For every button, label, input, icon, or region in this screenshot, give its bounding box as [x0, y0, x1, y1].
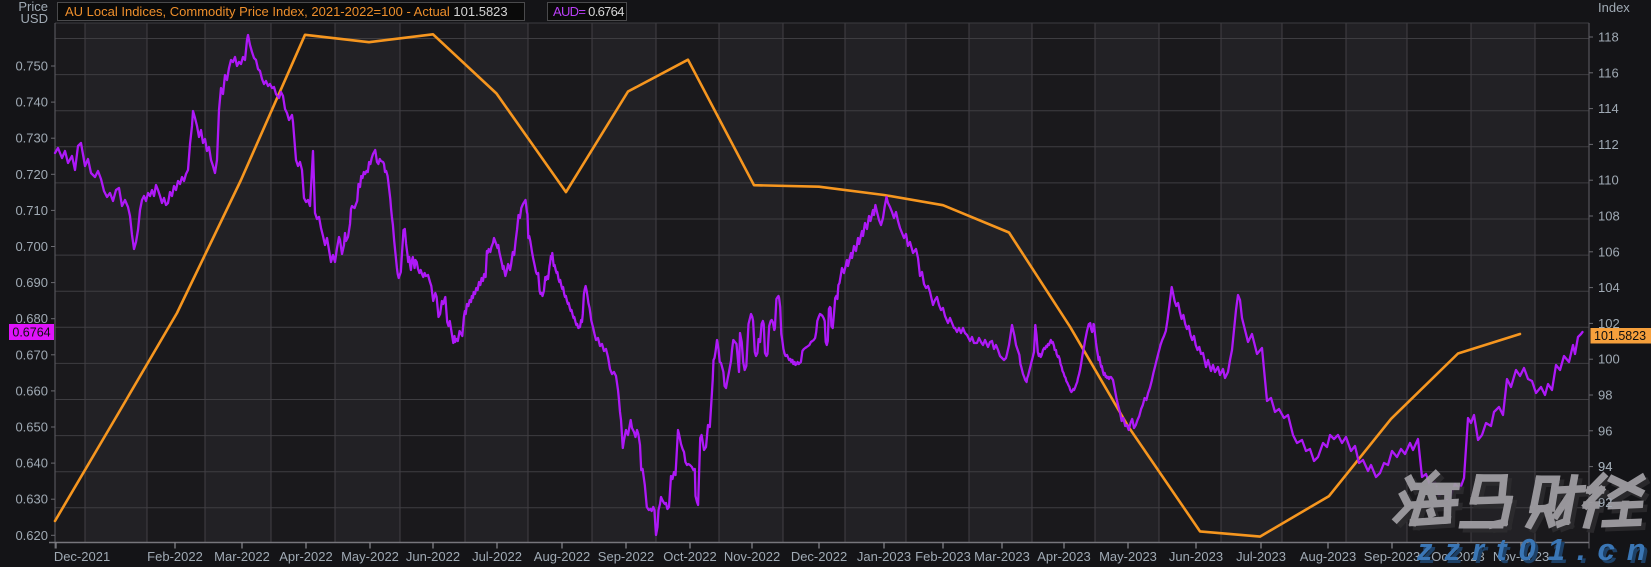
svg-text:Jun-2023: Jun-2023: [1169, 549, 1223, 564]
svg-text:0.660: 0.660: [15, 383, 48, 398]
svg-text:Aug-2022: Aug-2022: [534, 549, 590, 564]
svg-text:0.670: 0.670: [15, 347, 48, 362]
svg-text:0.6764: 0.6764: [12, 326, 50, 340]
svg-text:102: 102: [1598, 316, 1620, 331]
svg-text:Nov-2022: Nov-2022: [724, 549, 780, 564]
svg-text:Apr-2023: Apr-2023: [1037, 549, 1090, 564]
svg-text:116: 116: [1598, 65, 1619, 80]
svg-text:0.690: 0.690: [15, 275, 48, 290]
svg-text:112: 112: [1598, 137, 1619, 152]
svg-text:0.620: 0.620: [15, 528, 48, 543]
svg-text:Mar-2023: Mar-2023: [974, 549, 1030, 564]
svg-text:Jul-2023: Jul-2023: [1236, 549, 1286, 564]
svg-text:96: 96: [1598, 423, 1612, 438]
svg-text:May-2022: May-2022: [341, 549, 399, 564]
svg-text:0.750: 0.750: [15, 59, 48, 74]
svg-text:94: 94: [1598, 459, 1612, 474]
svg-text:98: 98: [1598, 388, 1612, 403]
svg-text:Dec-2021: Dec-2021: [54, 549, 110, 564]
svg-text:Sep-2023: Sep-2023: [1364, 549, 1420, 564]
svg-text:92: 92: [1598, 495, 1612, 510]
svg-text:0.640: 0.640: [15, 456, 48, 471]
svg-text:0.730: 0.730: [15, 131, 48, 146]
svg-text:0.700: 0.700: [15, 239, 48, 254]
svg-text:Jul-2022: Jul-2022: [472, 549, 522, 564]
svg-text:114: 114: [1598, 101, 1619, 116]
svg-text:118: 118: [1598, 30, 1619, 45]
svg-text:108: 108: [1598, 209, 1620, 224]
svg-text:Jun-2022: Jun-2022: [406, 549, 460, 564]
svg-text:Jan-2023: Jan-2023: [857, 549, 911, 564]
svg-text:104: 104: [1598, 280, 1620, 295]
svg-text:0.720: 0.720: [15, 167, 48, 182]
svg-text:Apr-2022: Apr-2022: [279, 549, 332, 564]
svg-text:0.630: 0.630: [15, 492, 48, 507]
svg-text:May-2023: May-2023: [1099, 549, 1157, 564]
svg-text:110: 110: [1598, 173, 1619, 188]
svg-text:0.740: 0.740: [15, 95, 48, 110]
svg-text:Feb-2022: Feb-2022: [147, 549, 203, 564]
svg-text:Feb-2023: Feb-2023: [915, 549, 971, 564]
svg-text:Oct-2022: Oct-2022: [663, 549, 716, 564]
svg-text:Dec-2022: Dec-2022: [791, 549, 847, 564]
svg-text:Sep-2022: Sep-2022: [598, 549, 654, 564]
svg-text:Index: Index: [1598, 0, 1630, 15]
svg-text:Mar-2022: Mar-2022: [214, 549, 270, 564]
svg-text:Nov-2023: Nov-2023: [1493, 549, 1549, 564]
svg-text:USD: USD: [21, 11, 48, 26]
svg-text:101.5823: 101.5823: [1594, 329, 1646, 343]
svg-text:Price: Price: [18, 0, 48, 14]
svg-text:0.650: 0.650: [15, 420, 48, 435]
svg-text:100: 100: [1598, 352, 1620, 367]
svg-text:94: 94: [1598, 459, 1612, 474]
svg-text:Oct-2023: Oct-2023: [1431, 549, 1484, 564]
svg-text:0.680: 0.680: [15, 311, 48, 326]
svg-text:Aug-2023: Aug-2023: [1300, 549, 1356, 564]
svg-text:106: 106: [1598, 244, 1620, 259]
svg-text:0.710: 0.710: [15, 203, 48, 218]
